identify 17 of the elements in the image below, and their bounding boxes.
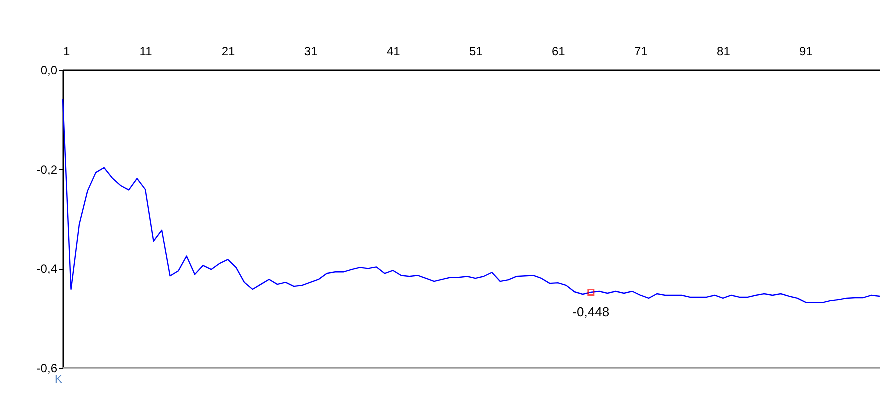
x-tick-label: 31: [304, 44, 318, 58]
x-tick-label: 91: [800, 44, 814, 58]
y-tick-label: -0,6: [36, 362, 58, 376]
x-tick-label: 41: [386, 44, 401, 58]
x-axis-title: K: [55, 374, 63, 386]
y-tick-label: -0,4: [36, 262, 58, 276]
x-tick-label: 71: [634, 44, 648, 58]
line-series: [62, 98, 880, 304]
x-tick-label: 51: [469, 44, 484, 58]
x-tick-label: 81: [717, 44, 731, 58]
x-tick-label: 21: [222, 44, 236, 58]
x-tick-label: 11: [140, 44, 153, 58]
y-tick-label: 0,0: [40, 64, 58, 78]
x-tick-label: 1: [64, 44, 70, 58]
annotation: -0,448: [572, 304, 610, 320]
y-tick-label: -0,2: [36, 162, 58, 177]
x-tick-label: 61: [552, 44, 566, 58]
